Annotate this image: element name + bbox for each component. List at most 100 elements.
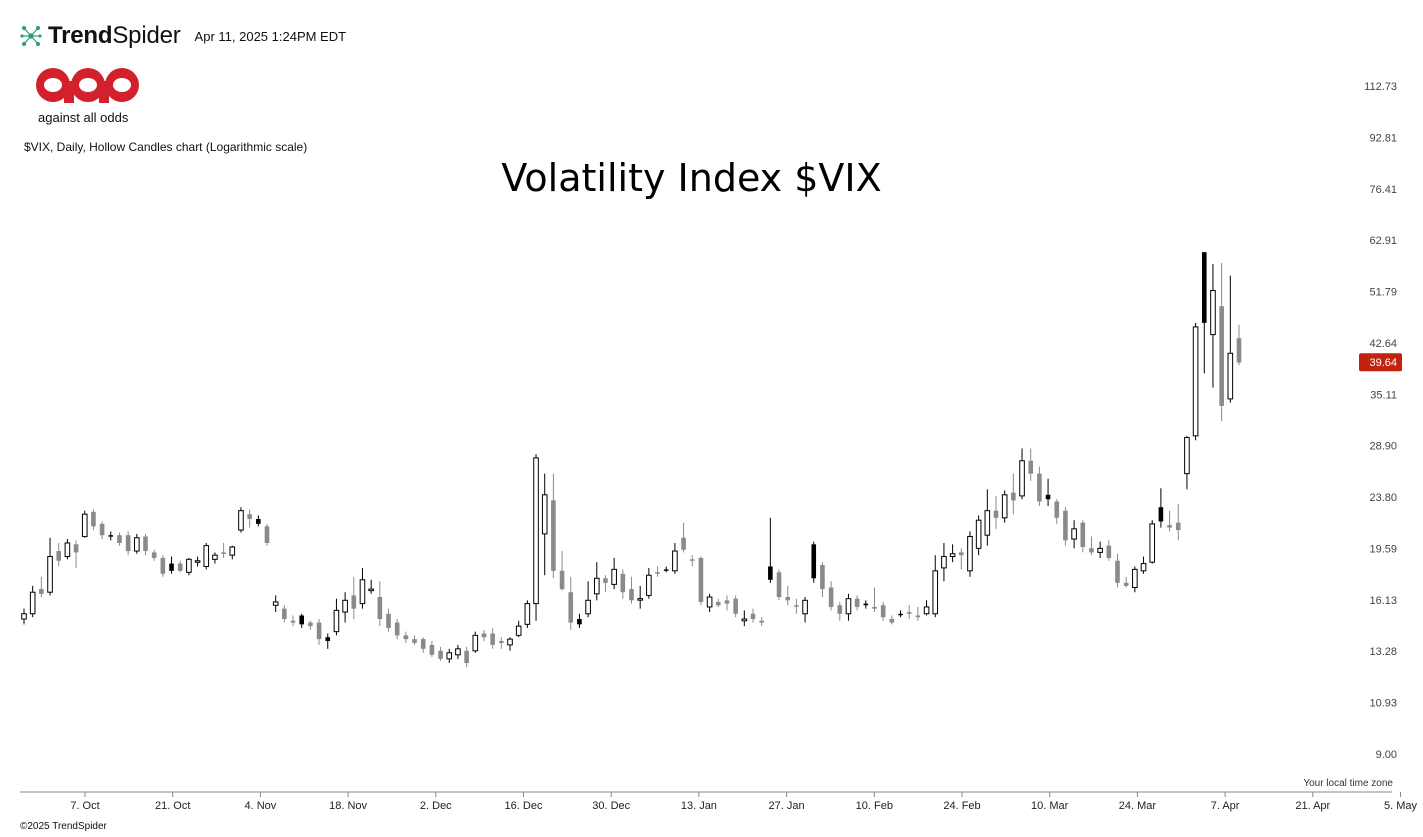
candle-body[interactable] bbox=[420, 639, 426, 649]
candle-body[interactable] bbox=[872, 606, 877, 609]
candle-body[interactable] bbox=[238, 510, 244, 531]
candle-body[interactable] bbox=[29, 591, 36, 615]
candle-body[interactable] bbox=[768, 566, 773, 580]
candle-body[interactable] bbox=[325, 637, 331, 642]
candle-body[interactable] bbox=[568, 592, 574, 623]
candle-body[interactable] bbox=[481, 633, 487, 638]
candle-body[interactable] bbox=[186, 558, 192, 573]
candle-body[interactable] bbox=[229, 546, 236, 556]
candle-body[interactable] bbox=[915, 615, 921, 618]
candle-body[interactable] bbox=[932, 570, 939, 615]
candle-body[interactable] bbox=[151, 552, 157, 558]
candle-body[interactable] bbox=[898, 613, 903, 616]
candle-body[interactable] bbox=[551, 500, 556, 571]
candle-body[interactable] bbox=[993, 510, 999, 518]
candle-body[interactable] bbox=[1097, 547, 1103, 553]
candle-body[interactable] bbox=[759, 620, 764, 623]
candle-body[interactable] bbox=[1167, 525, 1172, 528]
candle-body[interactable] bbox=[655, 572, 660, 574]
candle-body[interactable] bbox=[611, 568, 617, 585]
candle-body[interactable] bbox=[863, 603, 869, 606]
candle-body[interactable] bbox=[1071, 528, 1077, 540]
candle-body[interactable] bbox=[541, 494, 548, 535]
candle-body[interactable] bbox=[351, 595, 357, 609]
candle-body[interactable] bbox=[724, 600, 730, 604]
candle-body[interactable] bbox=[438, 650, 443, 659]
candle-body[interactable] bbox=[169, 563, 174, 571]
candle-body[interactable] bbox=[1158, 507, 1164, 522]
candle-body[interactable] bbox=[386, 613, 391, 628]
candle-body[interactable] bbox=[394, 622, 400, 636]
trendspider-brand[interactable]: TrendSpider bbox=[20, 22, 181, 50]
candle-body[interactable] bbox=[99, 523, 105, 536]
candle-body[interactable] bbox=[134, 537, 140, 552]
candle-body[interactable] bbox=[1054, 501, 1060, 518]
candle-body[interactable] bbox=[794, 605, 799, 607]
candle-body[interactable] bbox=[603, 578, 608, 583]
candle-body[interactable] bbox=[1175, 522, 1181, 531]
candle-body[interactable] bbox=[1045, 494, 1051, 500]
candle-body[interactable] bbox=[108, 535, 114, 537]
local-time-zone-label[interactable]: Your local time zone bbox=[1303, 778, 1393, 789]
candle-body[interactable] bbox=[125, 535, 131, 552]
candle-body[interactable] bbox=[854, 598, 860, 607]
candle-body[interactable] bbox=[1132, 568, 1138, 588]
candle-body[interactable] bbox=[1149, 523, 1156, 563]
candle-body[interactable] bbox=[681, 537, 686, 550]
candle-body[interactable] bbox=[958, 552, 964, 556]
candle-body[interactable] bbox=[117, 535, 122, 543]
candle-body[interactable] bbox=[282, 608, 287, 620]
candle-body[interactable] bbox=[741, 618, 748, 622]
candle-body[interactable] bbox=[221, 552, 226, 554]
candle-body[interactable] bbox=[160, 557, 166, 574]
candle-body[interactable] bbox=[967, 535, 973, 572]
candle-body[interactable] bbox=[81, 513, 88, 537]
candle-body[interactable] bbox=[507, 638, 513, 646]
candle-body[interactable] bbox=[689, 559, 695, 561]
candle-body[interactable] bbox=[533, 457, 539, 605]
candle-body[interactable] bbox=[1140, 563, 1147, 572]
candle-body[interactable] bbox=[455, 648, 461, 656]
candle-body[interactable] bbox=[1080, 522, 1086, 547]
candle-body[interactable] bbox=[715, 601, 721, 606]
candle-body[interactable] bbox=[672, 550, 678, 572]
candle-body[interactable] bbox=[1089, 548, 1094, 553]
candle-body[interactable] bbox=[91, 511, 96, 527]
candle-body[interactable] bbox=[1115, 560, 1120, 583]
candle-body[interactable] bbox=[585, 599, 591, 615]
candle-body[interactable] bbox=[429, 644, 435, 655]
candle-body[interactable] bbox=[828, 587, 834, 607]
candle-body[interactable] bbox=[1210, 289, 1216, 336]
candle-body[interactable] bbox=[637, 598, 643, 601]
candle-body[interactable] bbox=[923, 606, 930, 615]
candle-body[interactable] bbox=[733, 598, 738, 614]
candle-body[interactable] bbox=[880, 605, 886, 618]
candle-body[interactable] bbox=[446, 652, 453, 660]
candle-body[interactable] bbox=[1106, 545, 1112, 558]
candle-body[interactable] bbox=[593, 577, 600, 595]
candle-body[interactable] bbox=[73, 544, 79, 553]
candle-body[interactable] bbox=[975, 519, 982, 549]
candle-body[interactable] bbox=[21, 613, 27, 620]
candle-body[interactable] bbox=[377, 597, 383, 620]
candle-body[interactable] bbox=[1123, 582, 1129, 586]
candle-body[interactable] bbox=[143, 536, 148, 552]
candle-body[interactable] bbox=[247, 514, 252, 519]
candle-body[interactable] bbox=[941, 556, 947, 569]
candle-body[interactable] bbox=[1201, 252, 1207, 323]
candle-body[interactable] bbox=[359, 579, 366, 605]
candle-body[interactable] bbox=[629, 589, 634, 601]
candle-body[interactable] bbox=[299, 615, 305, 625]
candle-body[interactable] bbox=[785, 597, 791, 601]
candle-body[interactable] bbox=[845, 598, 852, 615]
candle-body[interactable] bbox=[1219, 306, 1224, 406]
candle-body[interactable] bbox=[698, 557, 704, 602]
candle-body[interactable] bbox=[906, 612, 912, 614]
candle-body[interactable] bbox=[949, 553, 956, 558]
candle-body[interactable] bbox=[499, 641, 504, 643]
candle-body[interactable] bbox=[1001, 494, 1008, 519]
candle-body[interactable] bbox=[194, 560, 201, 563]
candle-body[interactable] bbox=[776, 572, 782, 598]
candle-body[interactable] bbox=[663, 569, 669, 571]
